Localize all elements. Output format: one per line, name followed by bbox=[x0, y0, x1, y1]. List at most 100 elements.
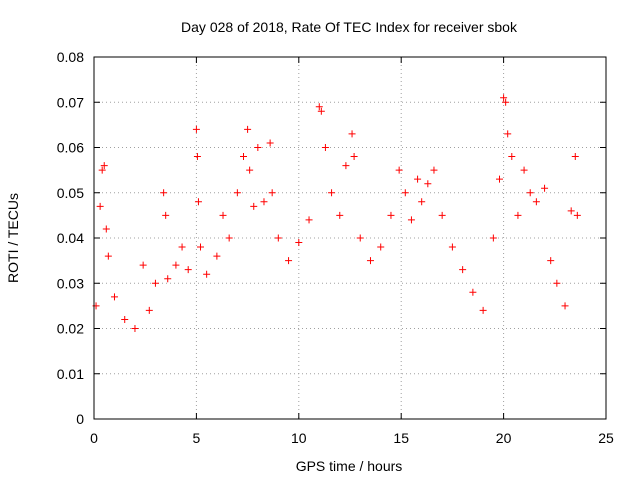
data-point bbox=[350, 153, 358, 161]
data-point bbox=[268, 189, 276, 197]
data-point bbox=[438, 211, 446, 219]
data-point bbox=[260, 198, 268, 206]
data-point bbox=[395, 166, 403, 174]
y-tick-label: 0.08 bbox=[57, 49, 84, 65]
data-point bbox=[328, 189, 336, 197]
data-point bbox=[541, 184, 549, 192]
data-point bbox=[285, 257, 293, 265]
data-point bbox=[500, 94, 508, 102]
data-point bbox=[479, 306, 487, 314]
data-point bbox=[489, 234, 497, 242]
data-point bbox=[407, 216, 415, 224]
data-point bbox=[121, 315, 129, 323]
data-point bbox=[377, 243, 385, 251]
y-tick-label: 0.05 bbox=[57, 185, 84, 201]
data-point bbox=[151, 279, 159, 287]
data-point bbox=[104, 252, 112, 260]
data-point bbox=[336, 211, 344, 219]
data-points bbox=[92, 94, 581, 332]
data-point bbox=[317, 107, 325, 115]
data-point bbox=[571, 153, 579, 161]
data-point bbox=[424, 180, 432, 188]
x-axis-label: GPS time / hours bbox=[296, 458, 403, 474]
x-axis: 0 5 10 15 20 25 bbox=[90, 57, 614, 446]
data-point bbox=[567, 207, 575, 215]
data-point bbox=[145, 306, 153, 314]
y-tick-label: 0.06 bbox=[57, 140, 84, 156]
data-point bbox=[520, 166, 528, 174]
data-point bbox=[348, 130, 356, 138]
data-point bbox=[162, 211, 170, 219]
data-point bbox=[96, 202, 104, 210]
data-point bbox=[250, 202, 258, 210]
data-point bbox=[266, 139, 274, 147]
data-point bbox=[502, 98, 510, 106]
y-tick-label: 0 bbox=[76, 411, 84, 427]
data-point bbox=[225, 234, 233, 242]
data-point bbox=[254, 144, 262, 151]
x-tick-label: 25 bbox=[598, 430, 614, 446]
data-point bbox=[430, 166, 438, 174]
data-point bbox=[102, 225, 110, 233]
data-point bbox=[504, 130, 512, 138]
data-point bbox=[418, 198, 426, 206]
x-tick-label: 0 bbox=[90, 430, 98, 446]
x-tick-label: 10 bbox=[291, 430, 307, 446]
data-point bbox=[366, 257, 374, 265]
y-tick-label: 0.07 bbox=[57, 94, 84, 110]
data-point bbox=[219, 211, 227, 219]
y-tick-label: 0.02 bbox=[57, 321, 84, 337]
data-point bbox=[178, 243, 186, 251]
y-tick-label: 0.04 bbox=[57, 230, 84, 246]
x-tick-label: 15 bbox=[393, 430, 409, 446]
data-point bbox=[496, 175, 504, 183]
data-point bbox=[110, 293, 118, 301]
data-point bbox=[532, 198, 540, 206]
y-axis: 0 0.01 0.02 0.03 0.04 0.05 0.06 0.07 0.08 bbox=[57, 49, 606, 427]
data-point bbox=[448, 243, 456, 251]
data-point bbox=[244, 125, 252, 133]
data-point bbox=[561, 302, 569, 310]
data-point bbox=[295, 239, 303, 247]
data-point bbox=[356, 234, 364, 242]
data-point bbox=[203, 270, 211, 278]
data-point bbox=[469, 288, 477, 296]
data-point bbox=[508, 153, 516, 161]
data-point bbox=[387, 211, 395, 219]
data-point bbox=[192, 125, 200, 133]
y-tick-label: 0.03 bbox=[57, 275, 84, 291]
y-tick-label: 0.01 bbox=[57, 366, 84, 382]
data-point bbox=[193, 153, 201, 161]
data-point bbox=[553, 279, 561, 287]
x-tick-label: 5 bbox=[193, 430, 201, 446]
data-point bbox=[139, 261, 147, 269]
data-point bbox=[172, 261, 180, 269]
data-point bbox=[459, 266, 467, 274]
data-point bbox=[514, 211, 522, 219]
data-point bbox=[98, 166, 106, 174]
data-point bbox=[414, 175, 422, 183]
chart-title: Day 028 of 2018, Rate Of TEC Index for r… bbox=[181, 19, 518, 35]
grid-lines bbox=[94, 57, 606, 419]
data-point bbox=[246, 166, 254, 174]
data-point bbox=[315, 103, 323, 111]
data-point bbox=[240, 153, 248, 161]
data-point bbox=[321, 144, 329, 151]
data-point bbox=[184, 266, 192, 274]
data-point bbox=[547, 257, 555, 265]
data-point bbox=[401, 189, 409, 197]
x-tick-label: 20 bbox=[496, 430, 512, 446]
data-point bbox=[196, 243, 204, 251]
data-point bbox=[305, 216, 313, 224]
data-point bbox=[194, 198, 202, 206]
data-point bbox=[164, 275, 172, 283]
data-point bbox=[233, 189, 241, 197]
y-axis-label: ROTI / TECUs bbox=[5, 193, 21, 283]
data-point bbox=[526, 189, 534, 197]
data-point bbox=[213, 252, 221, 260]
data-point bbox=[573, 211, 581, 219]
data-point bbox=[160, 189, 168, 197]
data-point bbox=[274, 234, 282, 242]
data-point bbox=[131, 325, 139, 332]
